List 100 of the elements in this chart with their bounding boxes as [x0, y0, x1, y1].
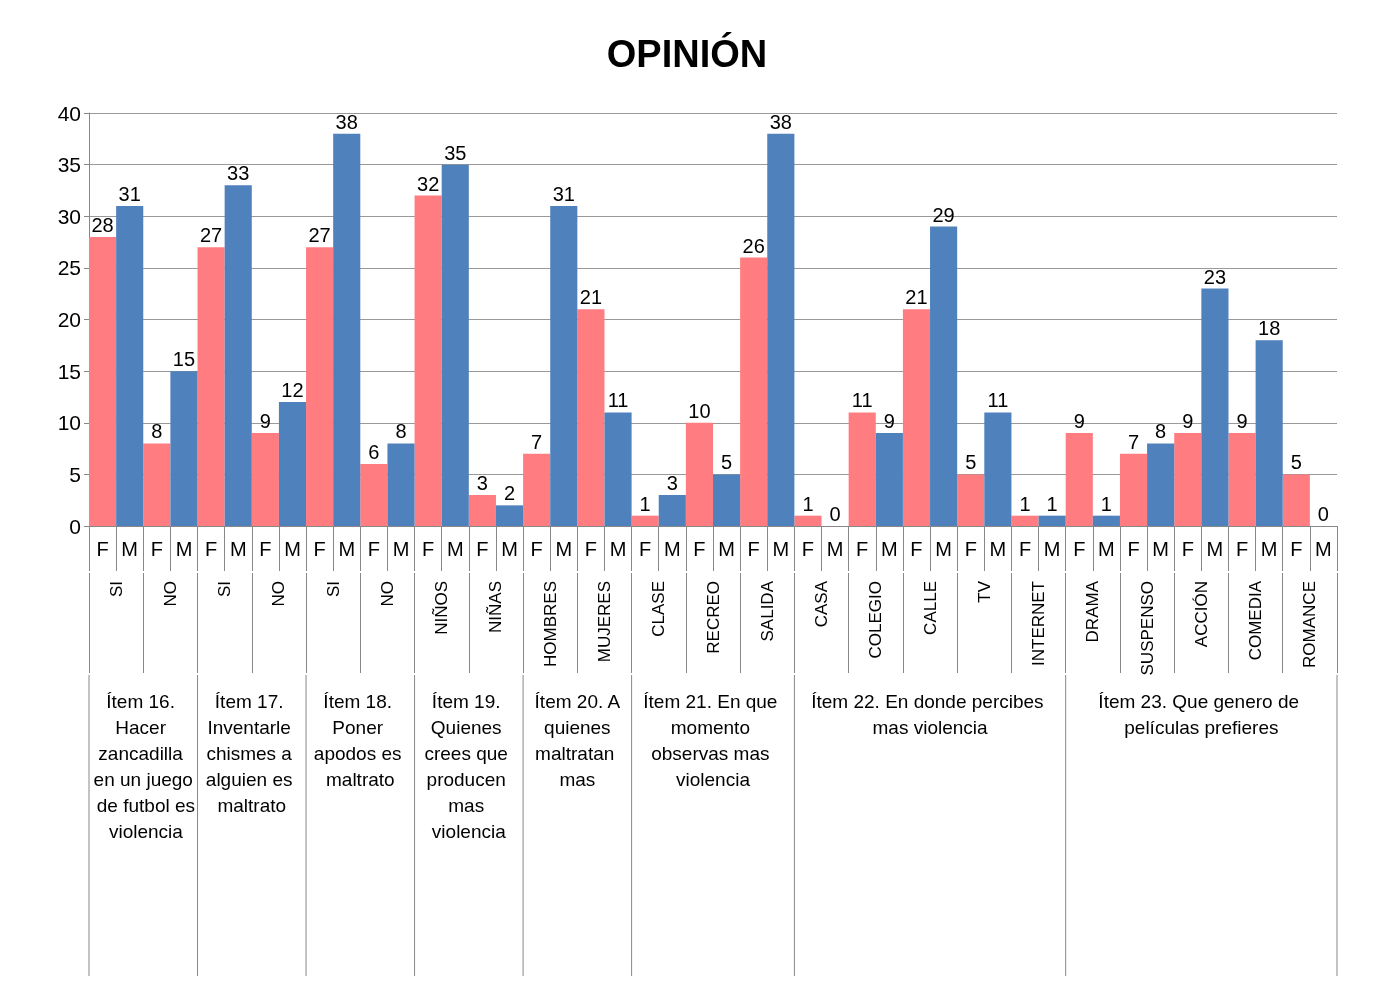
bar — [740, 257, 768, 526]
data-label: 31 — [552, 182, 575, 205]
bar — [930, 226, 958, 526]
text: M — [284, 538, 301, 560]
text: M — [609, 538, 627, 560]
text: M — [1206, 538, 1224, 560]
data-label: 10 — [688, 399, 711, 422]
text: M — [392, 538, 410, 560]
data-label: 0 — [1317, 503, 1329, 525]
x-tick-label: CLASE — [649, 581, 669, 637]
data-label: 11 — [851, 389, 873, 412]
bar — [848, 412, 876, 526]
text: F — [1181, 538, 1194, 560]
text: M — [501, 538, 518, 560]
text: F — [747, 538, 760, 560]
x-tick-label: ACCIÓN — [1191, 581, 1211, 648]
y-tick-label: 15 — [57, 359, 81, 383]
text: F — [639, 538, 652, 560]
text: Ítem 19. Quienes crees que producen mas violencia — [424, 690, 514, 842]
data-label: 5 — [965, 451, 977, 474]
bar — [1119, 453, 1148, 526]
bar — [1201, 288, 1229, 526]
y-tick-label: 20 — [57, 308, 81, 331]
bar — [414, 195, 442, 526]
bar — [713, 474, 741, 526]
data-label: 2 — [503, 482, 516, 505]
data-label: 38 — [769, 110, 792, 133]
bar — [306, 247, 334, 526]
text: F — [204, 538, 218, 560]
bar — [604, 412, 632, 526]
text: M — [555, 538, 573, 560]
text: M — [663, 538, 681, 560]
y-tick-label: 40 — [57, 101, 81, 125]
bar — [1065, 433, 1093, 526]
bar — [197, 247, 225, 526]
data-label: 21 — [579, 286, 603, 309]
text: F — [530, 538, 543, 560]
x-tick-label: SI — [215, 581, 235, 598]
x-tick-label: RECREO — [703, 581, 723, 654]
text: F — [313, 538, 326, 560]
bar — [360, 464, 388, 526]
bar — [468, 495, 496, 526]
bar — [89, 236, 117, 526]
text: F — [1073, 538, 1086, 560]
data-label: 9 — [259, 410, 271, 433]
bar — [767, 133, 795, 526]
text: F — [367, 538, 380, 560]
bar — [1011, 515, 1039, 526]
bar — [1282, 474, 1310, 526]
bar — [685, 422, 713, 526]
x-tick-label: SI — [106, 581, 126, 598]
bar — [550, 205, 578, 526]
text: M — [935, 538, 952, 560]
text: F — [801, 538, 815, 560]
y-tick-label: 10 — [57, 411, 81, 435]
data-label: 32 — [417, 172, 440, 195]
text: F — [910, 538, 923, 560]
x-tick-label: INTERNET — [1029, 581, 1049, 666]
text: F — [1290, 538, 1303, 560]
data-label: 31 — [118, 182, 141, 205]
x-tick-label: NO — [269, 581, 289, 607]
text: F — [964, 538, 977, 560]
data-label: 5 — [1290, 451, 1302, 474]
y-tick-label: 5 — [69, 462, 81, 486]
text: M — [1043, 538, 1061, 560]
bar — [116, 205, 144, 526]
text: F — [1235, 538, 1249, 560]
bar — [794, 515, 822, 526]
text: M — [718, 538, 735, 560]
x-tick-label: SUSPENSO — [1137, 581, 1157, 676]
y-tick-label: 30 — [57, 204, 81, 228]
bar — [984, 412, 1012, 526]
text: F — [422, 538, 435, 560]
x-tick-label: COLEGIO — [866, 581, 886, 659]
data-label: 6 — [368, 441, 380, 464]
bar — [387, 443, 415, 526]
data-label: 1 — [1019, 492, 1031, 515]
bar — [1228, 433, 1256, 526]
x-tick-label: NO — [377, 581, 397, 607]
x-tick-label: SALIDA — [757, 580, 777, 642]
text: M — [989, 538, 1007, 560]
text: M — [1315, 538, 1332, 560]
data-label: 9 — [883, 410, 895, 433]
bar — [523, 453, 551, 526]
x-tick-label: DRAMA — [1083, 580, 1103, 643]
bar — [143, 443, 171, 526]
text: F — [1127, 538, 1140, 560]
data-label: 11 — [987, 389, 1009, 412]
bar — [1092, 515, 1120, 526]
data-label: 9 — [1236, 410, 1248, 433]
data-label: 26 — [742, 234, 765, 257]
series-label: M — [121, 538, 139, 560]
x-tick-label: NO — [160, 581, 180, 607]
text: M — [826, 538, 844, 560]
chart-title: OPINIÓN — [606, 32, 768, 75]
y-tick-label: 0 — [69, 514, 81, 538]
data-label: 8 — [395, 420, 407, 443]
x-tick-label: CASA — [812, 580, 832, 628]
data-label: 12 — [281, 379, 304, 402]
text: Ítem 20. A quienes maltratan mas — [534, 690, 621, 790]
